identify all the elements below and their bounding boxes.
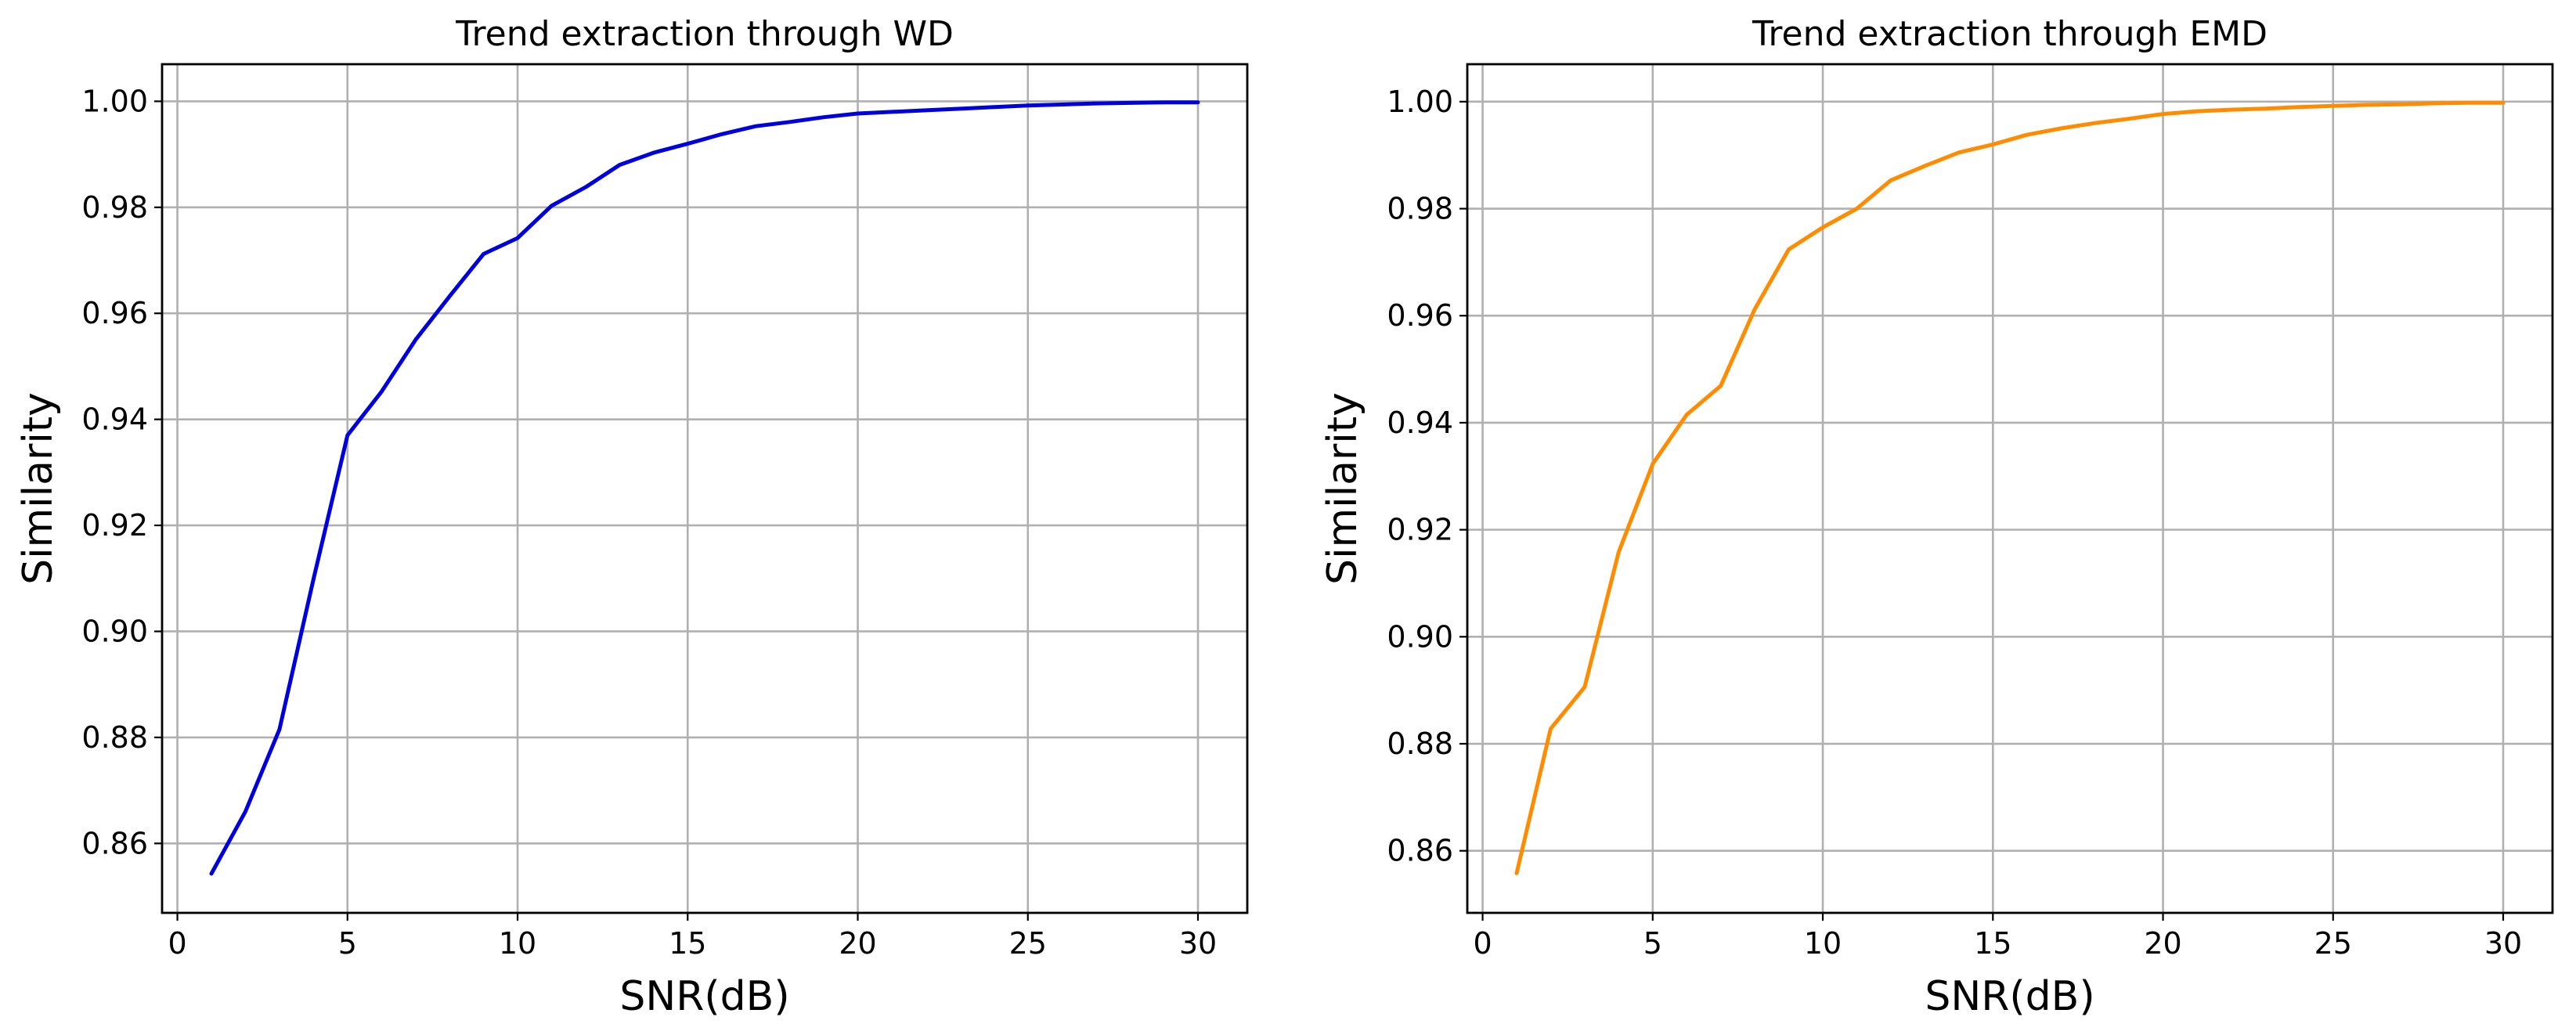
y-tick-label: 0.92 (1387, 513, 1453, 547)
x-tick-label: 20 (2144, 926, 2181, 961)
axis-ticks: 0 5 10 15 20 25 30 0.86 0.88 0.90 0.92 0.94 0.96 0.98… (81, 84, 1217, 961)
x-tick-label: 20 (839, 926, 876, 961)
x-tick-label: 25 (1009, 926, 1047, 961)
y-tick-label: 0.96 (81, 296, 148, 330)
chart-wd: Trend extraction through WD 0 5 10 15 20 25 30… (15, 14, 1249, 1020)
chart-title: Trend extraction through EMD (1752, 14, 2268, 54)
y-tick-label: 0.98 (1387, 192, 1453, 226)
x-tick-label: 30 (2484, 926, 2522, 961)
grid (162, 64, 1247, 913)
grid (1467, 64, 2553, 913)
y-tick-label: 0.98 (81, 190, 148, 225)
x-tick-label: 5 (338, 926, 357, 961)
series-line (1514, 100, 2506, 875)
x-tick-label: 15 (1974, 926, 2011, 961)
plot-area-frame (161, 63, 1249, 914)
y-tick-label: 0.94 (81, 402, 148, 437)
y-tick-label: 0.88 (81, 720, 148, 755)
series-layer (1514, 100, 2506, 875)
y-tick-label: 0.90 (81, 614, 148, 648)
x-tick-label: 25 (2314, 926, 2352, 961)
y-tick-label: 1.00 (1387, 85, 1453, 119)
y-tick-label: 0.86 (1387, 834, 1453, 868)
y-tick-label: 0.94 (1387, 406, 1453, 440)
x-tick-label: 15 (669, 926, 706, 961)
y-tick-label: 0.90 (1387, 619, 1453, 654)
chart-title: Trend extraction through WD (455, 14, 954, 54)
plot-area-frame (1466, 63, 2554, 914)
y-tick-label: 0.88 (1387, 727, 1453, 761)
chart-emd: Trend extraction through EMD 0 5 10 15 20 25 3… (1319, 14, 2554, 1020)
y-tick-label: 0.96 (1387, 298, 1453, 333)
series-layer (209, 100, 1200, 876)
y-tick-label: 0.92 (81, 508, 148, 543)
x-tick-label: 5 (1643, 926, 1662, 961)
axis-ticks: 0 5 10 15 20 25 30 0.86 0.88 0.90 0.92 0.94 0.96 0.98… (1387, 85, 2522, 961)
x-tick-label: 0 (168, 926, 186, 961)
x-axis-label: SNR(dB) (1925, 973, 2094, 1020)
y-tick-label: 0.86 (81, 826, 148, 860)
y-axis-label: Similarity (1319, 392, 1366, 585)
series-line (209, 100, 1200, 876)
x-tick-label: 0 (1473, 926, 1492, 961)
x-tick-label: 30 (1179, 926, 1217, 961)
y-axis-label: Similarity (15, 392, 62, 585)
x-axis-label: SNR(dB) (619, 973, 789, 1020)
x-tick-label: 10 (499, 926, 536, 961)
y-tick-label: 1.00 (81, 84, 148, 118)
x-tick-label: 10 (1804, 926, 1842, 961)
